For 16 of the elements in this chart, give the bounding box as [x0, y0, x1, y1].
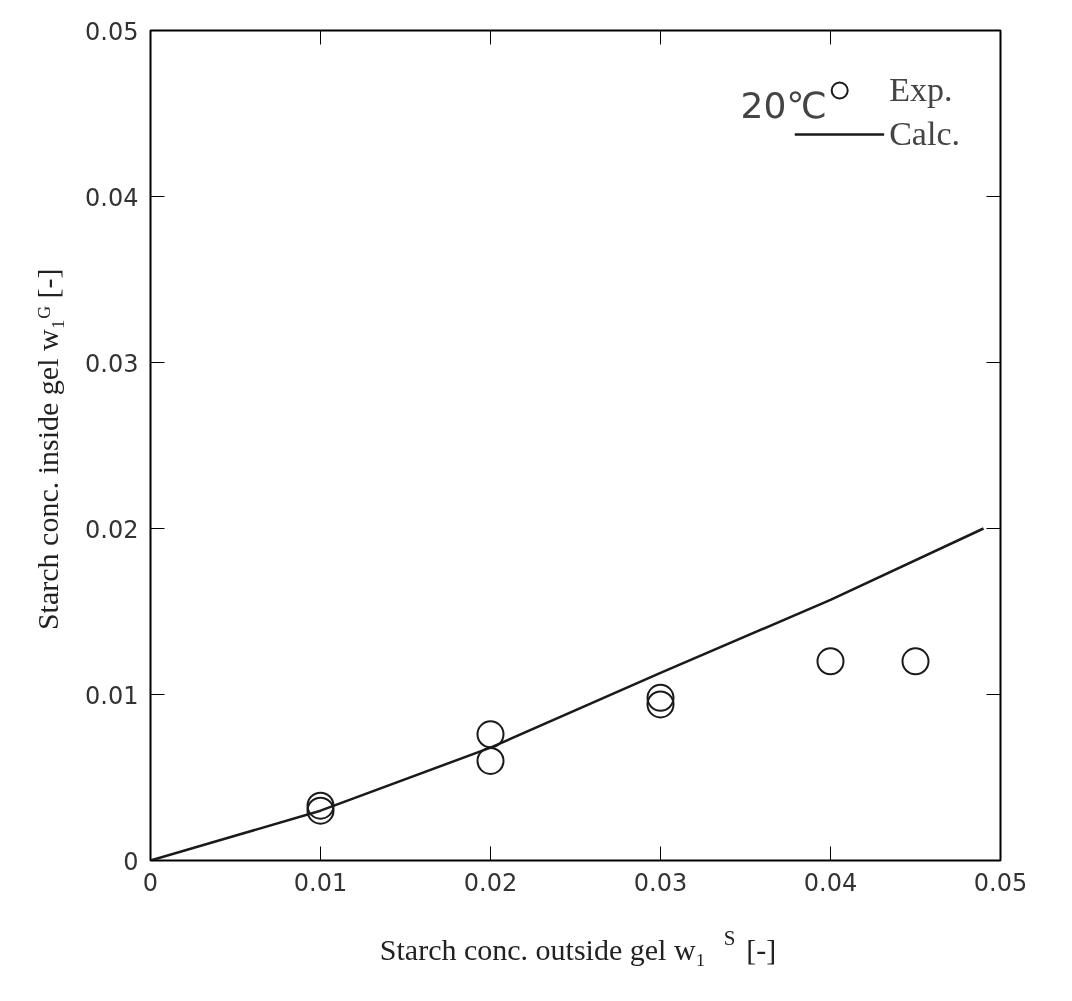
y-tick-label: 0.03: [85, 349, 139, 378]
annotation: 20℃: [740, 84, 827, 126]
legend-label: Calc.: [889, 114, 960, 154]
y-tick-label: 0.04: [85, 183, 139, 212]
y-tick-label: 0: [123, 847, 139, 876]
y-axis-title: Starch conc. inside gel w₁ᴳ [-]: [31, 268, 65, 631]
y-tick-label: 0.05: [85, 17, 139, 46]
x-tick-label: 0: [142, 868, 159, 897]
legend-label: Exp.: [889, 70, 953, 110]
x-tick-label: 0.02: [463, 868, 518, 897]
x-tick-label: 0.03: [633, 868, 688, 897]
y-tick-label: 0.01: [85, 681, 139, 710]
x-tick-label: 0.01: [293, 868, 348, 897]
y-tick-label: 0.02: [85, 515, 139, 544]
x-tick-label: 0.04: [803, 868, 858, 897]
x-tick-label: 0.05: [973, 868, 1028, 897]
